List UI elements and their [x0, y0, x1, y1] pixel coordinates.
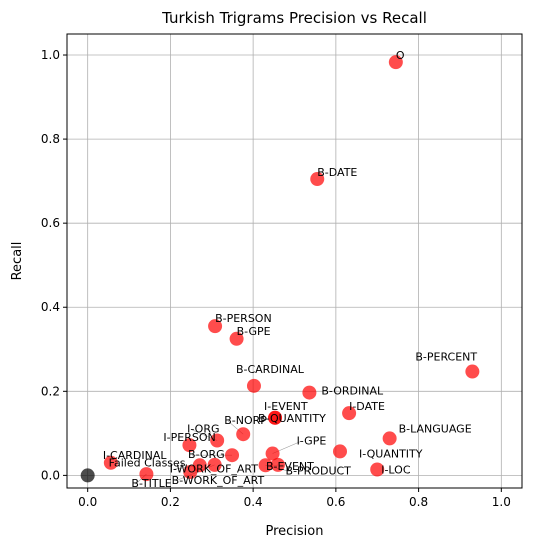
y-tick-label: 1.0: [41, 48, 60, 62]
point-label-b-date: B-DATE: [317, 166, 357, 179]
data-point-b-org: [225, 448, 239, 462]
point-label-b-product: B-PRODUCT: [286, 464, 352, 477]
chart-title: Turkish Trigrams Precision vs Recall: [161, 9, 427, 27]
data-point-b-norp: [236, 427, 250, 441]
x-tick-label: 0.2: [161, 495, 180, 509]
y-tick-label: 0.8: [41, 132, 60, 146]
y-tick-label: 0.6: [41, 216, 60, 230]
data-point-b-language: [383, 431, 397, 445]
y-tick-label: 0.0: [41, 468, 60, 482]
y-axis-label: Recall: [10, 242, 25, 281]
point-label-b-work-of-art: B-WORK_OF_ART: [172, 474, 265, 487]
point-label-i-person: I-PERSON: [163, 431, 215, 444]
point-label-b-cardinal: B-CARDINAL: [236, 363, 305, 376]
y-tick-label: 0.2: [41, 384, 60, 398]
x-tick-label: 0.0: [78, 495, 97, 509]
point-label-i-gpe: I-GPE: [297, 435, 327, 448]
point-label-o: O: [396, 49, 405, 62]
point-label-i-loc: I-LOC: [381, 464, 411, 477]
point-label-b-language: B-LANGUAGE: [399, 422, 472, 435]
data-point-failed-classes: [81, 468, 95, 482]
x-tick-label: 0.4: [244, 495, 263, 509]
data-point-b-cardinal: [247, 379, 261, 393]
point-label-b-person: B-PERSON: [215, 312, 272, 325]
point-label-b-ordinal: B-ORDINAL: [321, 385, 384, 398]
x-tick-label: 0.8: [409, 495, 428, 509]
data-point-b-ordinal: [302, 386, 316, 400]
point-label-b-norp: B-NORP: [224, 414, 267, 427]
axis-ticks: 0.0 0.2 0.4 0.6 0.8 1.0 0.0 0.2 0.4 0.6 0.8 1.0: [41, 48, 511, 509]
point-label-b-org: B-ORG: [188, 448, 225, 461]
data-point-b-percent: [465, 365, 479, 379]
data-point-i-quantity: [333, 444, 347, 458]
point-label-b-percent: B-PERCENT: [415, 351, 477, 364]
point-label-failed-classes: Failed Classes: [109, 456, 186, 469]
point-label-i-date: I-DATE: [349, 400, 385, 413]
y-tick-label: 0.4: [41, 300, 60, 314]
point-label-i-quantity: I-QUANTITY: [359, 447, 423, 460]
x-tick-label: 1.0: [492, 495, 511, 509]
x-tick-label: 0.6: [326, 495, 345, 509]
point-label-b-quantity: B-QUANTITY: [258, 412, 326, 425]
x-axis-label: Precision: [265, 524, 323, 539]
point-label-b-gpe: B-GPE: [237, 325, 271, 338]
